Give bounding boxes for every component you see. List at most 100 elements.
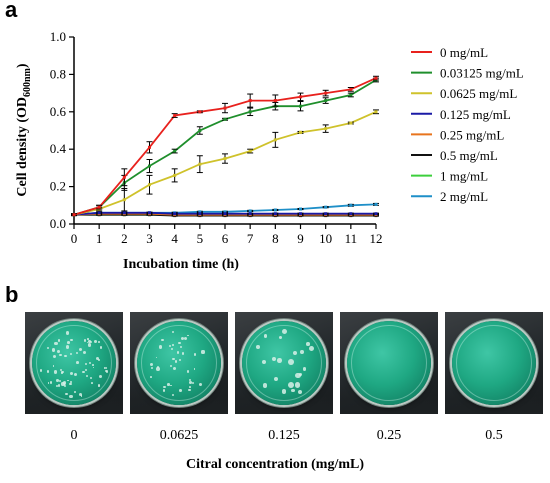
bacterial-colony xyxy=(52,365,55,367)
plate-concentration-label: 0 xyxy=(70,428,78,443)
bacterial-colony xyxy=(97,383,101,387)
bacterial-colony xyxy=(180,336,184,340)
bacterial-colony xyxy=(169,364,173,367)
bacterial-colony xyxy=(287,359,294,365)
petri-plate-image xyxy=(445,312,543,414)
bacterial-colony xyxy=(189,380,192,384)
data-point xyxy=(97,211,101,215)
x-tick-label: 3 xyxy=(146,231,153,246)
petri-dish xyxy=(137,321,221,405)
x-tick-label: 4 xyxy=(171,231,178,246)
bacterial-colony xyxy=(79,392,83,397)
data-point xyxy=(324,127,328,131)
bacterial-colony xyxy=(59,353,62,356)
petri-plate-image xyxy=(25,312,123,414)
bacterial-colony xyxy=(104,366,108,370)
bacterial-colony xyxy=(281,389,286,394)
panel-label-b: b xyxy=(5,282,19,307)
bacterial-colony xyxy=(294,382,301,388)
bacterial-colony xyxy=(186,370,190,373)
data-point xyxy=(273,208,277,212)
petri-plate-image xyxy=(235,312,333,414)
plate-concentration-label: 0.25 xyxy=(376,428,402,443)
x-tick-label: 10 xyxy=(319,231,332,246)
bacterial-colony xyxy=(162,385,166,389)
bacterial-colony xyxy=(54,342,58,346)
bacterial-colony xyxy=(167,383,170,386)
bacterial-colony xyxy=(91,363,94,366)
bacterial-colony xyxy=(70,339,73,342)
bacterial-colony xyxy=(69,394,73,399)
bacterial-colony xyxy=(292,350,297,356)
bacterial-colony xyxy=(188,386,191,389)
data-point xyxy=(122,211,126,215)
bacterial-colony xyxy=(151,367,154,370)
data-point xyxy=(223,210,227,214)
data-point xyxy=(248,212,252,216)
data-point xyxy=(223,157,227,161)
bacterial-colony xyxy=(104,369,108,373)
x-tick-label: 6 xyxy=(222,231,229,246)
data-point xyxy=(248,149,252,153)
bacterial-colony xyxy=(170,347,173,351)
bacterial-colony xyxy=(299,350,304,354)
data-point xyxy=(324,91,328,95)
data-point xyxy=(72,213,76,217)
bacterial-colony xyxy=(178,341,181,344)
bacterial-colony xyxy=(308,345,314,351)
bacterial-colony xyxy=(94,340,98,344)
petri-dish-rim xyxy=(36,325,112,401)
bacterial-colony xyxy=(172,366,176,370)
petri-dish-rim xyxy=(141,325,217,401)
data-point xyxy=(198,110,202,114)
bacterial-colony xyxy=(55,384,59,388)
bacterial-colony xyxy=(171,394,175,397)
bacterial-colony xyxy=(59,380,62,383)
data-point xyxy=(349,212,353,216)
legend-entry: 0.25 mg/mL xyxy=(440,127,504,142)
bacterial-colony xyxy=(302,367,307,372)
legend-entry: 0 mg/mL xyxy=(440,45,488,60)
bacterial-colony xyxy=(88,340,91,343)
bacterial-colony xyxy=(169,344,172,347)
data-point xyxy=(148,164,151,168)
petri-dish xyxy=(242,321,326,405)
series-0-0625-mg-mL xyxy=(71,109,379,217)
bacterial-colony xyxy=(78,348,82,352)
bacterial-colony xyxy=(193,353,197,357)
bacterial-colony xyxy=(92,366,95,369)
bacterial-colony xyxy=(149,362,154,367)
bacterial-colony xyxy=(281,329,287,335)
data-point xyxy=(223,106,227,110)
bacterial-colony xyxy=(277,358,283,364)
bacterial-colony xyxy=(61,382,65,386)
bacterial-colony xyxy=(60,372,63,374)
bacterial-colony xyxy=(53,370,58,374)
y-tick-label: 0.2 xyxy=(50,179,66,194)
data-point xyxy=(122,175,126,179)
bacterial-colony xyxy=(170,384,172,387)
data-point xyxy=(273,99,277,103)
bacterial-colony xyxy=(150,375,153,378)
bacterial-colony xyxy=(56,379,59,382)
bacterial-colony xyxy=(64,354,67,358)
bacterial-colony xyxy=(188,388,191,392)
bacterial-colony xyxy=(278,335,282,340)
petri-dish-rim xyxy=(456,325,532,401)
bacterial-colony xyxy=(88,343,92,347)
legend-entry: 0.125 mg/mL xyxy=(440,107,511,122)
data-point xyxy=(198,212,202,216)
legend-entry: 1 mg/mL xyxy=(440,169,488,184)
bacterial-colony xyxy=(297,390,302,395)
petri-dish xyxy=(452,321,536,405)
bacterial-colony xyxy=(66,345,70,349)
data-point xyxy=(374,202,378,206)
bacterial-colony xyxy=(57,384,61,387)
data-point xyxy=(349,203,353,207)
bacterial-colony xyxy=(82,351,87,355)
bacterial-colony xyxy=(53,355,57,359)
data-point xyxy=(324,205,328,209)
bacterial-colony xyxy=(256,345,260,349)
data-point xyxy=(198,129,202,132)
data-point xyxy=(248,99,252,103)
